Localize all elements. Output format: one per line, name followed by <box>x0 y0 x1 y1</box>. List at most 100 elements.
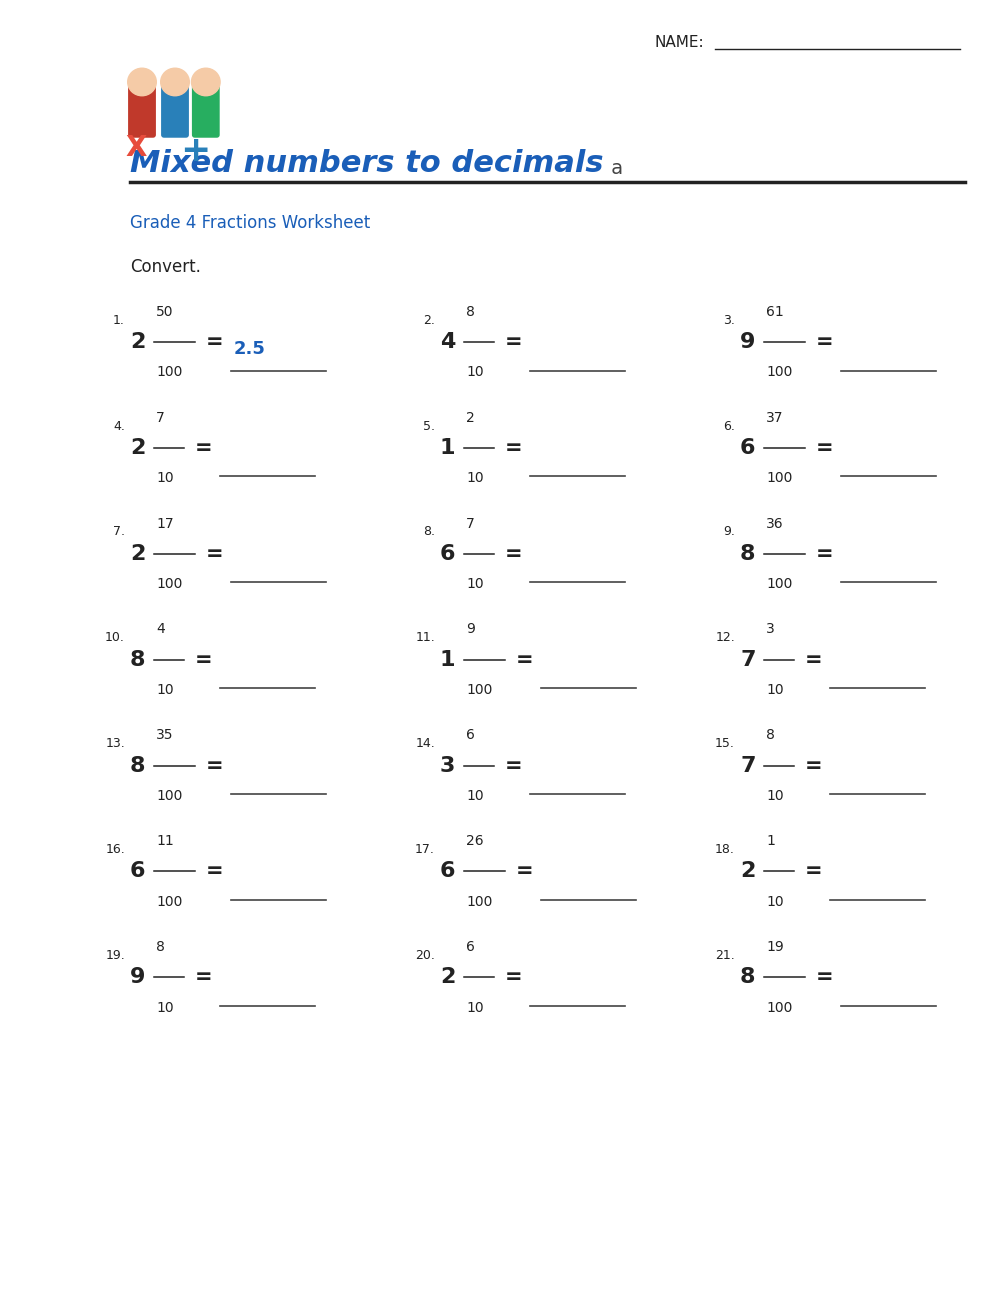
Text: =: = <box>505 332 523 352</box>
Circle shape <box>192 68 220 96</box>
Text: 9: 9 <box>130 967 145 988</box>
Text: 17.: 17. <box>415 843 435 856</box>
Text: X: X <box>126 134 147 163</box>
Text: 1: 1 <box>766 834 775 848</box>
FancyBboxPatch shape <box>193 85 219 137</box>
Text: 61: 61 <box>766 305 784 319</box>
Text: 1: 1 <box>440 438 456 458</box>
Text: 2: 2 <box>740 861 755 882</box>
Text: 8: 8 <box>766 728 775 742</box>
Text: 100: 100 <box>766 365 792 380</box>
Text: 3: 3 <box>766 622 775 636</box>
Text: =: = <box>195 649 213 670</box>
Text: =: = <box>816 332 834 352</box>
Circle shape <box>161 68 189 96</box>
Text: a: a <box>605 159 623 178</box>
FancyBboxPatch shape <box>162 85 188 137</box>
Text: 2: 2 <box>466 411 475 425</box>
Text: 21.: 21. <box>715 949 735 962</box>
Text: 10: 10 <box>466 789 484 803</box>
Text: 6: 6 <box>130 861 146 882</box>
Text: 8: 8 <box>156 940 165 954</box>
Text: 6: 6 <box>466 728 475 742</box>
Text: 1: 1 <box>440 649 456 670</box>
Text: =: = <box>505 967 523 988</box>
Text: 10: 10 <box>156 1001 174 1015</box>
Text: =: = <box>816 544 834 564</box>
Text: 100: 100 <box>466 895 492 909</box>
Text: =: = <box>195 967 213 988</box>
Text: 10: 10 <box>466 577 484 591</box>
Text: 15.: 15. <box>715 737 735 750</box>
Text: 7: 7 <box>740 755 756 776</box>
Text: 10: 10 <box>766 789 784 803</box>
Text: =: = <box>805 649 823 670</box>
Text: 11: 11 <box>156 834 174 848</box>
Text: 2: 2 <box>440 967 455 988</box>
Text: 3.: 3. <box>723 314 735 327</box>
Text: =: = <box>195 438 213 458</box>
Text: 6: 6 <box>740 438 756 458</box>
Text: 2.: 2. <box>423 314 435 327</box>
Text: 6: 6 <box>466 940 475 954</box>
Text: 10: 10 <box>466 365 484 380</box>
Text: 8.: 8. <box>423 525 435 538</box>
Text: 19.: 19. <box>105 949 125 962</box>
Text: 100: 100 <box>156 577 182 591</box>
Text: 10: 10 <box>156 683 174 697</box>
Text: 100: 100 <box>466 683 492 697</box>
Text: 9.: 9. <box>723 525 735 538</box>
Text: 13.: 13. <box>105 737 125 750</box>
Text: =: = <box>516 861 534 882</box>
Text: 7.: 7. <box>113 525 125 538</box>
Text: 36: 36 <box>766 516 784 531</box>
Text: 2: 2 <box>130 332 145 352</box>
Text: 7: 7 <box>740 649 756 670</box>
Text: NAME:: NAME: <box>655 35 705 50</box>
Text: =: = <box>505 755 523 776</box>
Text: 19: 19 <box>766 940 784 954</box>
Text: 10: 10 <box>766 895 784 909</box>
Text: 8: 8 <box>740 967 756 988</box>
Text: 100: 100 <box>766 577 792 591</box>
Text: 17: 17 <box>156 516 174 531</box>
Text: 100: 100 <box>766 471 792 485</box>
Text: 10: 10 <box>466 1001 484 1015</box>
Circle shape <box>128 68 156 96</box>
Text: 10: 10 <box>766 683 784 697</box>
Text: 9: 9 <box>740 332 755 352</box>
Text: =: = <box>206 544 224 564</box>
Text: 100: 100 <box>156 895 182 909</box>
Text: 6: 6 <box>440 544 456 564</box>
Text: =: = <box>816 438 834 458</box>
Text: 14.: 14. <box>415 737 435 750</box>
Text: 6.: 6. <box>723 420 735 432</box>
Text: 8: 8 <box>740 544 756 564</box>
Text: 50: 50 <box>156 305 174 319</box>
Text: 7: 7 <box>466 516 475 531</box>
Text: 1.: 1. <box>113 314 125 327</box>
FancyBboxPatch shape <box>129 85 155 137</box>
Text: =: = <box>516 649 534 670</box>
Text: Grade 4 Fractions Worksheet: Grade 4 Fractions Worksheet <box>130 214 370 232</box>
Text: Mixed numbers to decimals: Mixed numbers to decimals <box>130 150 604 178</box>
Text: =: = <box>206 861 224 882</box>
Text: 2.5: 2.5 <box>234 340 266 358</box>
Text: =: = <box>805 755 823 776</box>
Text: 3: 3 <box>440 755 455 776</box>
Text: =: = <box>206 755 224 776</box>
Text: 4: 4 <box>440 332 455 352</box>
Text: 2: 2 <box>130 438 145 458</box>
Text: 9: 9 <box>466 622 475 636</box>
Text: +: + <box>180 134 211 168</box>
Text: 8: 8 <box>130 755 146 776</box>
Text: 12.: 12. <box>715 631 735 644</box>
Text: 2: 2 <box>130 544 145 564</box>
Text: 37: 37 <box>766 411 784 425</box>
Text: 100: 100 <box>156 365 182 380</box>
Text: 6: 6 <box>440 861 456 882</box>
Text: 5.: 5. <box>423 420 435 432</box>
Text: =: = <box>816 967 834 988</box>
Text: 4: 4 <box>156 622 165 636</box>
Text: =: = <box>805 861 823 882</box>
